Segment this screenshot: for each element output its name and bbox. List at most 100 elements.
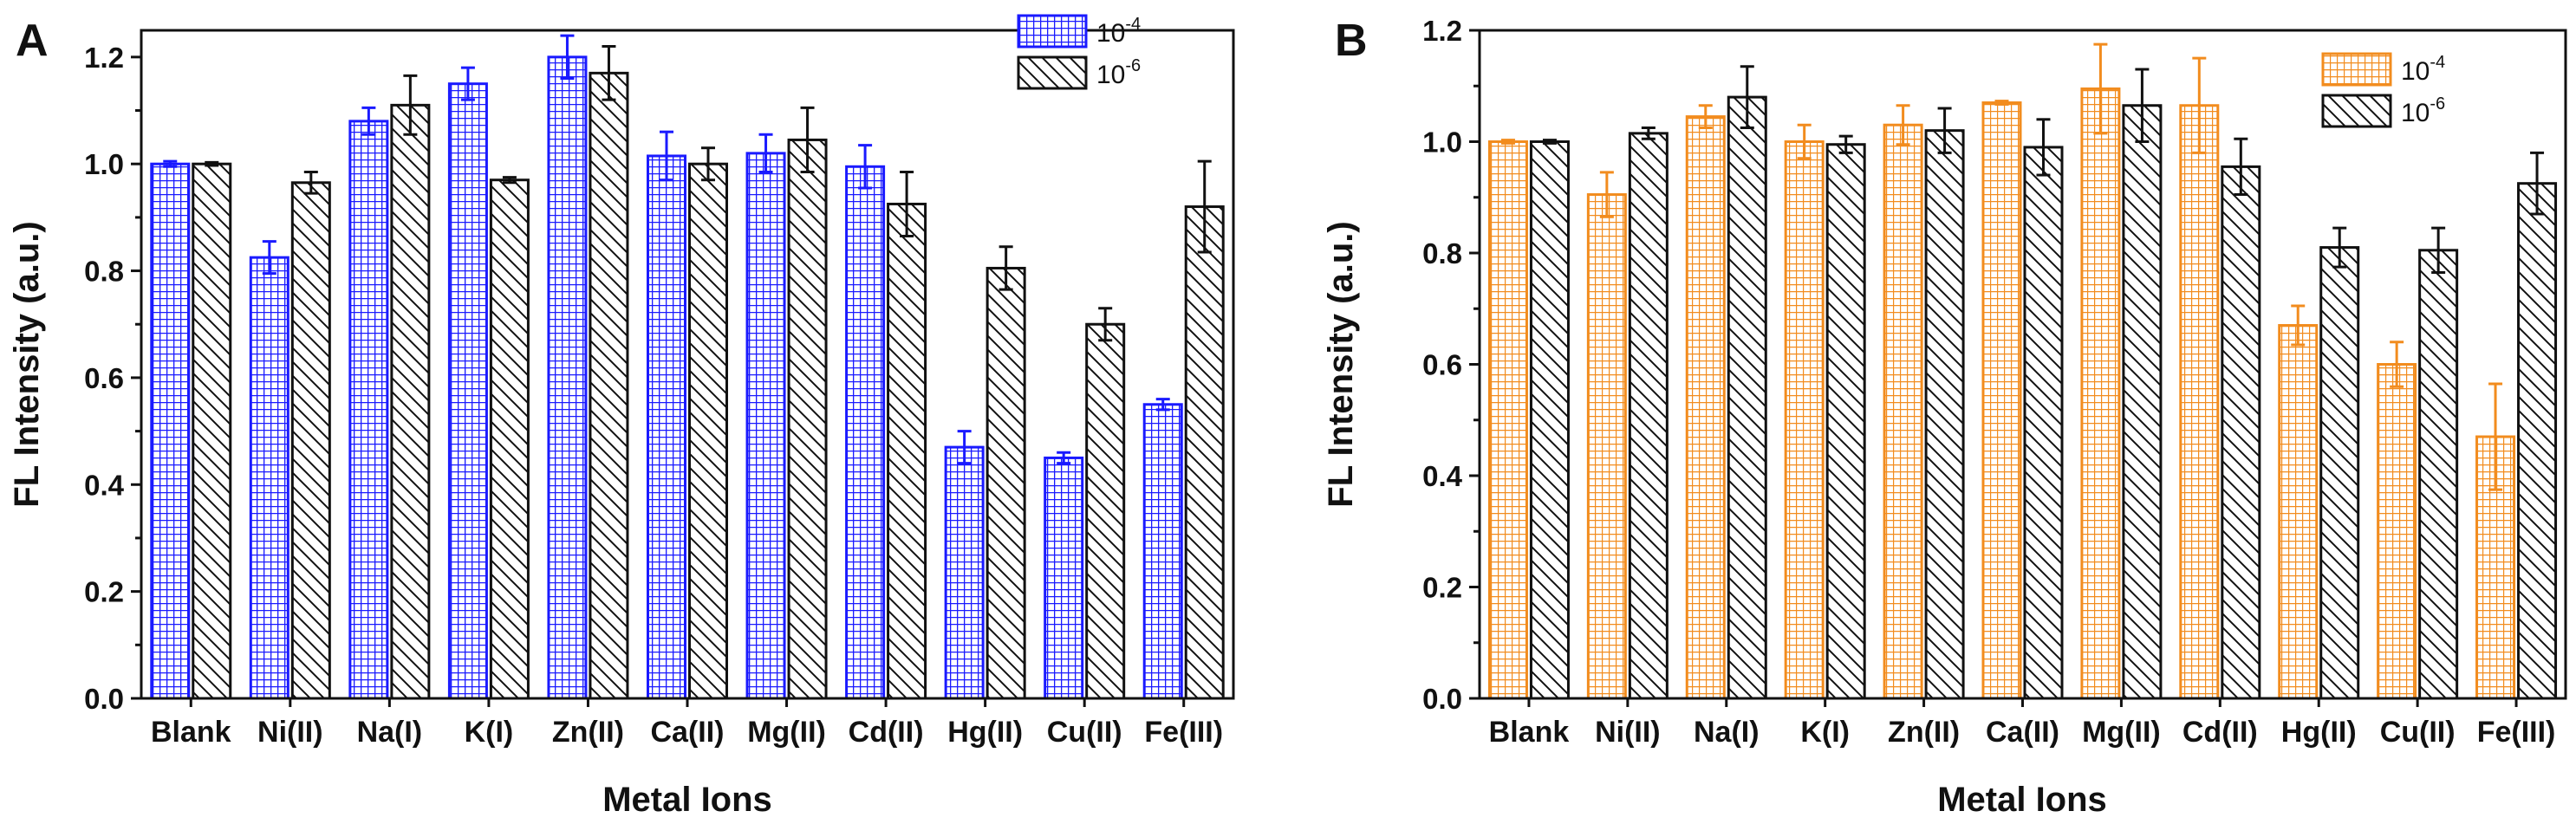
x-tick-label: Hg(II): [2281, 716, 2357, 749]
error-bar-B-10-4-Ni(II): [1599, 171, 1614, 218]
bar-A-10-6-Zn(II): [589, 71, 629, 700]
error-bar-B-10-6-Cd(II): [2234, 137, 2248, 197]
chart-layer: Blank Ni(II) Na(I) K(I) Zn(II) Ca(II) Mg(II) Cd…: [8, 14, 2567, 819]
bar-A-10-6-Ni(II): [290, 181, 331, 700]
legend-label-10-4: 10-4: [1096, 15, 1141, 48]
error-bar-B-10-4-Zn(II): [1896, 104, 1910, 146]
bar-B-10-4-Cd(II): [2179, 104, 2220, 700]
bar-B-10-4-Ni(II): [1586, 193, 1627, 700]
bar-B-10-6-Cd(II): [2221, 165, 2261, 700]
error-bar-B-10-4-K(I): [1797, 123, 1812, 160]
chart-panel-A: Blank Ni(II) Na(I) K(I) Zn(II) Ca(II) Mg(II) Cd…: [8, 14, 1235, 819]
x-tick-label: Cd(II): [849, 716, 924, 749]
bar-B-10-4-Zn(II): [1883, 123, 1923, 700]
y-tick-label: 0.8: [1422, 237, 1462, 269]
bar-B-10-6-Zn(II): [1924, 129, 1965, 700]
error-bar-B-10-6-Mg(II): [2135, 68, 2150, 143]
bar-B-10-4-Blank: [1487, 140, 1528, 700]
error-bar-B-10-4-Cd(II): [2192, 56, 2207, 154]
legend-swatch-10-6: [2321, 94, 2392, 128]
error-bar-A-10-6-K(I): [502, 176, 517, 185]
error-bar-B-10-6-Ni(II): [1641, 126, 1656, 140]
bar-B-10-6-Ca(II): [2023, 146, 2064, 700]
error-bar-A-10-6-Mg(II): [800, 106, 815, 173]
bar-A-10-4-Cd(II): [845, 165, 886, 700]
bar-A-10-4-Zn(II): [547, 55, 588, 700]
y-tick-label: 0.0: [1422, 683, 1462, 715]
x-tick-label: Zn(II): [552, 716, 624, 749]
bar-A-10-4-K(I): [447, 82, 488, 700]
legend-swatch-10-4: [1017, 14, 1088, 49]
error-bar-A-10-4-Mg(II): [758, 133, 773, 173]
x-tick-label: K(I): [1800, 716, 1850, 749]
error-bar-A-10-4-Cu(II): [1057, 451, 1071, 465]
x-tick-label: Mg(II): [2082, 716, 2161, 749]
bar-B-10-6-K(I): [1825, 143, 1866, 700]
bar-B-10-6-Cu(II): [2418, 249, 2459, 700]
error-bar-B-10-6-Zn(II): [1937, 107, 1952, 154]
bar-B-10-4-Ca(II): [1981, 101, 2022, 700]
bar-B-10-4-Mg(II): [2080, 87, 2121, 700]
legend: 10-4 10-6: [1017, 14, 1141, 90]
y-tick-label: 1.2: [84, 42, 124, 74]
error-bar-A-10-6-Zn(II): [602, 45, 616, 101]
error-bar-B-10-6-K(I): [1838, 134, 1853, 154]
error-bar-B-10-4-Cu(II): [2390, 341, 2404, 388]
y-axis-title: FL Intensity (a.u.): [1322, 221, 1360, 507]
bar-A-10-4-Ni(II): [249, 256, 289, 700]
bar-B-10-6-Ni(II): [1628, 132, 1669, 700]
legend-label-10-6: 10-6: [1096, 56, 1141, 89]
x-tick-label: Blank: [151, 716, 231, 749]
bar-A-10-4-Blank: [150, 162, 191, 700]
error-bar-A-10-6-Blank: [205, 160, 219, 167]
x-tick-label: Na(I): [357, 716, 423, 749]
y-tick-label: 0.8: [84, 256, 124, 288]
x-tick-label: Ca(II): [651, 716, 725, 749]
bar-A-10-6-K(I): [489, 178, 530, 700]
bar-B-10-6-Mg(II): [2122, 104, 2163, 700]
x-tick-label: Cd(II): [2182, 716, 2258, 749]
bar-A-10-6-Ca(II): [688, 162, 728, 700]
bar-B-10-4-Na(I): [1685, 115, 1726, 700]
legend: 10-4 10-6: [2321, 52, 2445, 128]
bar-B-10-4-Cu(II): [2377, 363, 2417, 700]
bar-B-10-6-Fe(III): [2517, 182, 2558, 700]
x-tick-label: Na(I): [1694, 716, 1760, 749]
bar-A-10-6-Fe(III): [1184, 205, 1225, 700]
error-bar-A-10-4-Hg(II): [957, 430, 972, 465]
y-tick-label: 1.2: [1422, 15, 1462, 47]
y-tick-label: 0.6: [1422, 349, 1462, 381]
bar-A-10-4-Fe(III): [1142, 403, 1183, 700]
x-tick-label: Ni(II): [257, 716, 323, 749]
y-axis-title: FL Intensity (a.u.): [8, 221, 46, 507]
y-tick-label: 0.2: [1422, 572, 1462, 604]
error-bar-A-10-6-Ca(II): [701, 146, 715, 182]
error-bar-A-10-6-Na(I): [403, 74, 418, 136]
panel-letter: B: [1335, 16, 1368, 66]
legend-label-10-6: 10-6: [2401, 94, 2445, 127]
error-bar-A-10-4-K(I): [460, 66, 475, 101]
error-bar-B-10-6-Blank: [1542, 139, 1557, 145]
error-bar-A-10-4-Blank: [163, 159, 178, 168]
x-axis-title: Metal Ions: [602, 781, 772, 819]
bar-A-10-6-Cd(II): [887, 202, 927, 700]
panel-letter: A: [16, 16, 49, 66]
bar-A-10-6-Blank: [192, 162, 232, 700]
error-bar-A-10-6-Fe(III): [1197, 159, 1212, 254]
legend-swatch-10-4: [2321, 52, 2392, 87]
error-bar-A-10-6-Cu(II): [1098, 307, 1113, 342]
x-tick-label: Fe(III): [2477, 716, 2556, 749]
error-bar-A-10-4-Ni(II): [262, 240, 276, 276]
bar-B-10-4-K(I): [1784, 140, 1825, 700]
error-bar-B-10-4-Hg(II): [2291, 304, 2306, 347]
error-bar-A-10-6-Ni(II): [303, 170, 318, 195]
bar-B-10-6-Hg(II): [2319, 246, 2360, 700]
bar-A-10-6-Hg(II): [986, 266, 1026, 700]
bar-A-10-6-Na(I): [390, 103, 431, 700]
error-bar-B-10-4-Ca(II): [1994, 100, 2009, 106]
y-tick-label: 0.0: [84, 683, 124, 715]
error-bar-B-10-6-Na(I): [1740, 65, 1754, 129]
bar-A-10-6-Mg(II): [787, 138, 828, 700]
error-bar-A-10-6-Hg(II): [999, 245, 1013, 291]
